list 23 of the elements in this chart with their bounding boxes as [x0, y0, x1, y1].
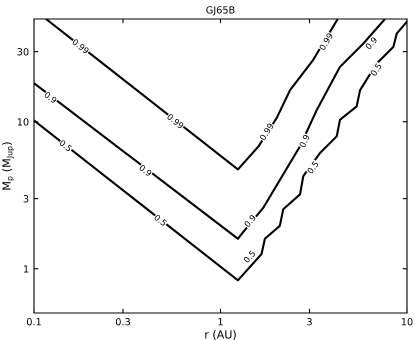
- annotation: 0.5: [306, 160, 319, 174]
- y-tick-label: 1: [24, 265, 28, 272]
- annotation: 0.5: [58, 139, 72, 152]
- x-tick-label: 1: [218, 318, 223, 326]
- y-axis-title: M$_{p}$ (M$_{Jup}$): [2, 142, 14, 190]
- x-tick-label: 10: [402, 318, 413, 326]
- annotation: 0.5: [154, 214, 168, 226]
- x-tick-label: 3: [307, 318, 312, 326]
- chart-title: GJ65B: [206, 6, 235, 16]
- annotation: 0.9: [298, 134, 310, 148]
- annotation: 0.9: [364, 36, 378, 50]
- annotation: 0.9: [44, 91, 58, 104]
- y-tick-label: 3: [24, 195, 28, 202]
- annotation: 0.9: [138, 164, 152, 177]
- x-tick-label: 0.1: [26, 318, 41, 326]
- y-tick-label: 30: [18, 48, 28, 56]
- x-axis-title: r (AU): [205, 330, 236, 340]
- annotation: 0.5: [370, 62, 382, 76]
- annotation: 0.99: [166, 113, 184, 130]
- y-tick-label: 10: [18, 118, 28, 126]
- annotation: 0.9: [244, 214, 256, 228]
- annotation: 0.5: [243, 250, 256, 264]
- x-tick-label: 0.3: [116, 318, 130, 326]
